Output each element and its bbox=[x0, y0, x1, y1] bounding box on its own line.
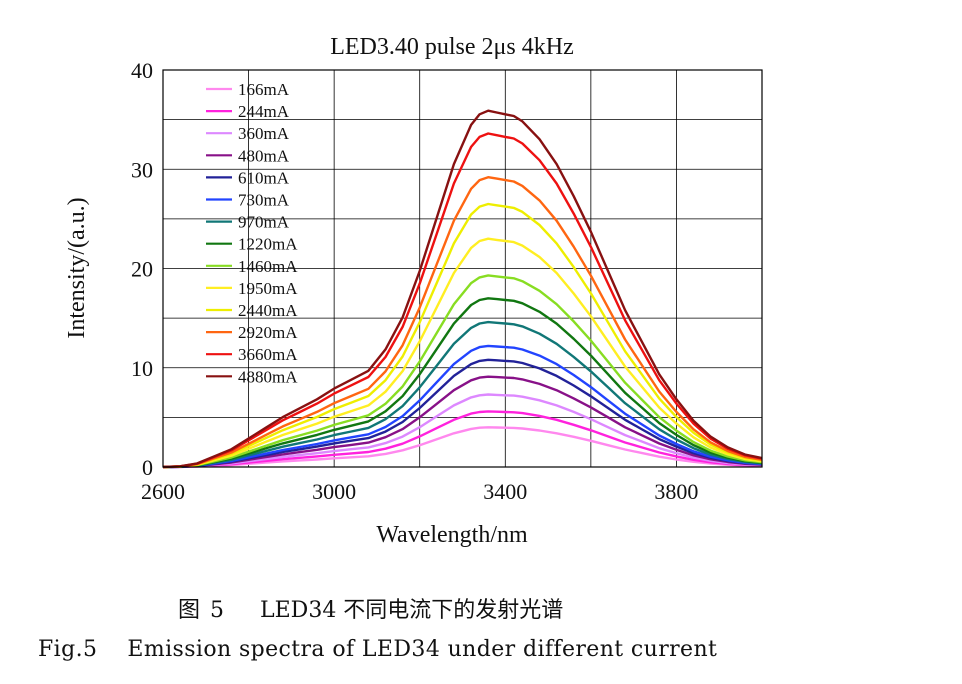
series-line-3660mA bbox=[162, 132, 763, 469]
caption-en-prefix: Fig.5 bbox=[38, 637, 98, 662]
series-line-244mA bbox=[162, 410, 763, 469]
series-line-1950mA bbox=[162, 237, 763, 469]
series-line-970mA bbox=[162, 320, 763, 469]
legend-label: 730mA bbox=[238, 191, 290, 210]
x-tick-label: 3000 bbox=[312, 479, 356, 504]
legend-label: 1950mA bbox=[238, 279, 298, 298]
x-axis-label: Wavelength/nm bbox=[376, 522, 528, 548]
legend-label: 4880mA bbox=[238, 367, 298, 386]
figure-caption-chinese: 图 5 LED34 不同电流下的发射光谱 bbox=[178, 592, 962, 624]
figure-caption-english: Fig.5 Emission spectra of LED34 under dif… bbox=[38, 637, 962, 662]
legend: 166mA 244mA 360mA 480mA 610mA 730mA 970mA 1220m… bbox=[206, 80, 298, 386]
legend-label: 970mA bbox=[238, 213, 290, 232]
y-tick-label: 0 bbox=[142, 455, 153, 480]
series-line-480mA bbox=[162, 375, 763, 469]
legend-label: 360mA bbox=[238, 124, 290, 143]
series-lines bbox=[162, 109, 763, 469]
legend-label: 1460mA bbox=[238, 257, 298, 276]
y-tick-label: 10 bbox=[131, 356, 153, 381]
series-line-730mA bbox=[162, 344, 763, 469]
legend-label: 2920mA bbox=[238, 323, 298, 342]
x-tick-label: 3800 bbox=[654, 479, 698, 504]
series-line-2920mA bbox=[162, 175, 763, 469]
caption-cn-prefix: 图 bbox=[178, 598, 201, 623]
grid-lines bbox=[163, 70, 762, 467]
legend-label: 3660mA bbox=[238, 345, 298, 364]
series-line-360mA bbox=[162, 393, 763, 469]
legend-label: 244mA bbox=[238, 102, 290, 121]
y-axis-label: Intensity/(a.u.) bbox=[64, 197, 90, 338]
caption-en-text: Emission spectra of LED34 under differen… bbox=[127, 637, 718, 662]
x-tick-label: 3400 bbox=[483, 479, 527, 504]
series-line-166mA bbox=[162, 426, 763, 469]
y-tick-label: 20 bbox=[131, 257, 153, 282]
legend-label: 2440mA bbox=[238, 301, 298, 320]
legend-label: 1220mA bbox=[238, 235, 298, 254]
x-tick-label: 2600 bbox=[141, 479, 185, 504]
y-tick-label: 40 bbox=[131, 58, 153, 83]
series-line-1220mA bbox=[162, 297, 763, 469]
series-line-1460mA bbox=[162, 274, 763, 469]
caption-cn-text: LED34 不同电流下的发射光谱 bbox=[260, 598, 564, 623]
caption-cn-number: 5 bbox=[210, 598, 225, 623]
legend-label: 480mA bbox=[238, 146, 290, 165]
plot-frame bbox=[162, 69, 763, 468]
y-tick-label: 30 bbox=[131, 157, 153, 182]
series-line-2440mA bbox=[162, 202, 763, 469]
series-line-610mA bbox=[162, 358, 763, 469]
chart-title: LED3.40 pulse 2μs 4kHz bbox=[330, 34, 574, 60]
legend-label: 166mA bbox=[238, 80, 290, 99]
series-line-4880mA bbox=[162, 109, 763, 469]
legend-label: 610mA bbox=[238, 168, 290, 187]
axis-ticks: 2600 3000 3400 3800 0 10 20 30 40 bbox=[131, 58, 698, 504]
